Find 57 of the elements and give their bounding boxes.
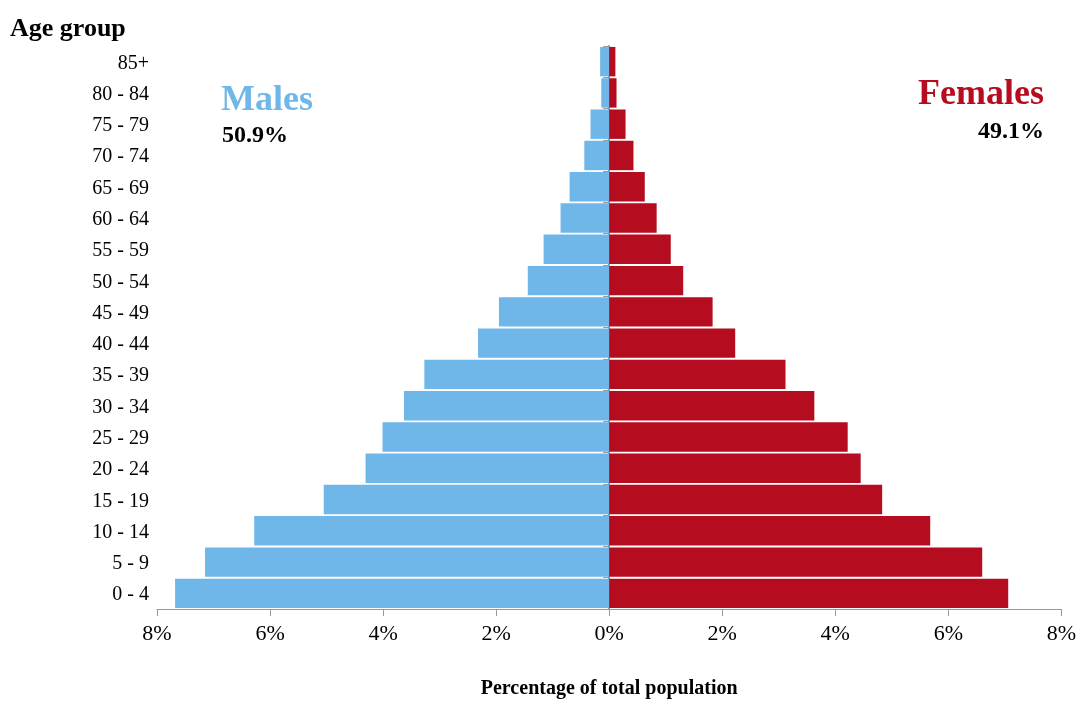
x-tick-label: 2% [481, 619, 511, 645]
bar [584, 140, 610, 171]
y-tick-label: 25 - 29 [92, 425, 149, 448]
annotation: 50.9% [222, 121, 288, 147]
bar [609, 140, 634, 171]
y-tick-label: 45 - 49 [92, 300, 149, 323]
bar [424, 359, 610, 390]
x-axis-title: Percentage of total population [480, 676, 738, 699]
x-tick-label: 0% [594, 619, 624, 645]
y-tick-label: 80 - 84 [92, 81, 149, 104]
y-tick-label: 55 - 59 [92, 238, 149, 261]
y-tick-label: 0 - 4 [112, 582, 149, 605]
bar [560, 203, 610, 233]
y-tick-label: 40 - 44 [92, 332, 149, 355]
bar [175, 578, 610, 609]
bar [609, 234, 671, 265]
text: Females [918, 72, 1045, 112]
bar [382, 422, 610, 452]
y-tick-label: 30 - 34 [92, 394, 149, 417]
bar [569, 172, 610, 202]
bar [609, 390, 815, 421]
bar [527, 265, 610, 296]
y-tick-label: 85+ [117, 50, 149, 73]
y-tick-label: 15 - 19 [92, 488, 149, 511]
y-tick-label: 10 - 14 [92, 519, 149, 542]
x-tick-label: 4% [820, 619, 850, 645]
bar [365, 453, 610, 483]
y-tick-label: 50 - 54 [92, 269, 149, 292]
y-tick-label: 35 - 39 [92, 363, 149, 386]
annotation: 49.1% [978, 117, 1044, 143]
bar [609, 484, 883, 515]
bar [609, 265, 684, 296]
bar [543, 234, 610, 265]
bar [609, 203, 657, 233]
bar [609, 46, 616, 77]
x-tick-label: 6% [255, 619, 285, 645]
bar [609, 453, 861, 483]
y-tick-label: 75 - 79 [92, 113, 149, 136]
y-axis-title: Age group [10, 12, 126, 42]
bar [609, 422, 848, 452]
y-tick-label: 60 - 64 [92, 207, 149, 230]
x-tick-label: 2% [707, 619, 737, 645]
x-tick-label: 8% [142, 619, 172, 645]
bar [323, 484, 610, 515]
y-tick-label: 20 - 24 [92, 457, 149, 480]
y-tick-label: 65 - 69 [92, 175, 149, 198]
bar [609, 359, 786, 390]
text: Males [221, 78, 313, 118]
x-tick-label: 8% [1046, 619, 1076, 645]
bar [609, 172, 645, 202]
y-tick-label: 70 - 74 [92, 144, 149, 167]
bar [404, 390, 610, 421]
y-tick-label: 5 - 9 [112, 551, 149, 574]
bar [609, 578, 1009, 609]
bar [600, 46, 610, 77]
x-tick-label: 6% [933, 619, 963, 645]
x-tick-label: 4% [368, 619, 398, 645]
